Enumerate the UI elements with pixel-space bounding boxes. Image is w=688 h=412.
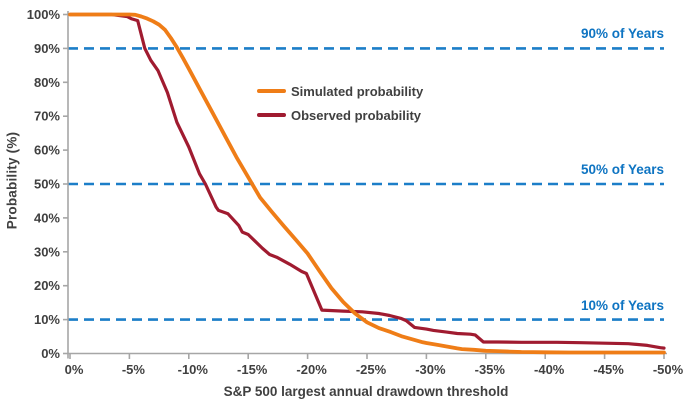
simulated-probability-line [68,12,666,355]
y-tick-label: 60% [34,143,60,158]
y-tick-label: 100% [27,7,61,22]
y-tick-label: 50% [34,177,60,192]
x-tick-label: -30% [415,362,446,377]
legend: Simulated probability Observed probabili… [257,79,423,127]
x-tick-label: -40% [534,362,565,377]
legend-item-simulated: Simulated probability [257,79,423,103]
x-axis-title: S&P 500 largest annual drawdown threshol… [223,384,509,399]
simulated-line-swatch [257,89,286,93]
y-tick-label: 70% [34,109,60,124]
legend-label-observed: Observed probability [291,107,422,123]
ref-line-label-10: 10% of Years [580,297,664,313]
x-tick-label: -20% [296,362,327,377]
x-tick-label: -15% [237,362,268,377]
y-tick-label: 0% [41,346,60,361]
y-tick-label: 30% [34,244,60,259]
legend-item-observed: Observed probability [257,103,423,127]
x-tick-label: -10% [178,362,209,377]
x-tick-label: 0% [65,362,84,377]
observed-line-swatch [257,113,286,117]
ref-line-label-50: 50% of Years [580,162,664,177]
x-tick-label: -35% [475,362,506,377]
y-axis-title: Probability (%) [4,131,20,230]
y-tick-label: 10% [34,312,60,327]
x-tick-label: -50% [653,362,684,377]
x-tick-label: -25% [356,362,387,377]
legend-label-simulated: Simulated probability [291,83,424,99]
ref-line-label-90: 90% of Years [580,26,664,42]
y-tick-label: 20% [34,278,60,293]
x-tick-label: -45% [593,362,624,377]
x-tick-label: -5% [122,362,146,377]
observed-probability-line [68,12,666,350]
y-tick-label: 90% [34,41,60,56]
y-tick-label: 80% [34,75,60,90]
y-tick-label: 40% [34,210,60,225]
